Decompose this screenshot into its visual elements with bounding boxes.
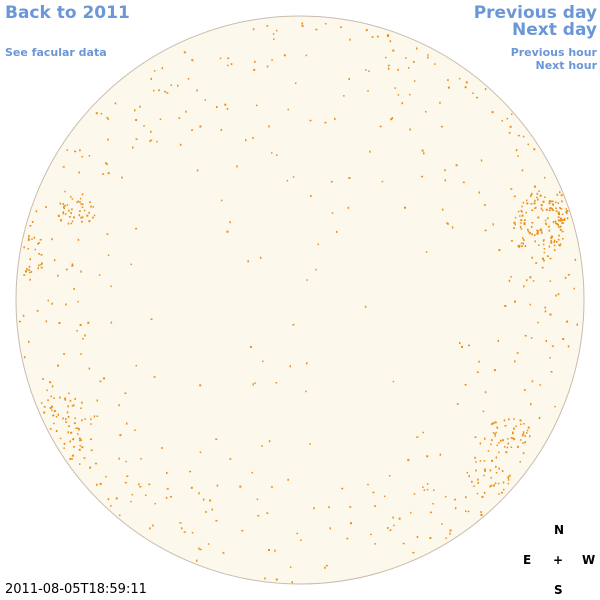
compass-center-mark: + [553,553,564,567]
previous-hour-link[interactable]: Previous hour [510,46,597,59]
previous-day-link[interactable]: Previous day [473,3,597,23]
compass-south-label: S [554,583,563,597]
compass-north-label: N [554,523,565,537]
faculae-layer [18,22,578,584]
see-facular-data-link[interactable]: See facular data [5,46,107,59]
compass-west-label: W [582,553,596,567]
next-hour-link[interactable]: Next hour [535,59,598,72]
next-day-link[interactable]: Next day [512,20,597,40]
back-to-year-link[interactable]: Back to 2011 [5,3,130,23]
solar-disk-outline [15,15,585,585]
observation-timestamp: 2011-08-05T18:59:11 [5,582,147,597]
compass-east-label: E [523,553,532,567]
